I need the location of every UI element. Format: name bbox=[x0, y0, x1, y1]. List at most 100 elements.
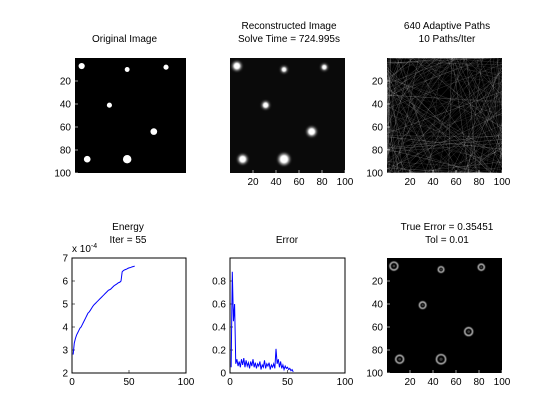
reconstructed-image-canvas bbox=[230, 58, 345, 173]
path-line bbox=[386, 57, 440, 94]
path-line bbox=[426, 107, 503, 174]
path-line bbox=[468, 146, 503, 174]
error-title: Error bbox=[276, 235, 299, 246]
path-line bbox=[386, 143, 503, 153]
y-tick-label: 100 bbox=[54, 169, 71, 180]
path-line bbox=[386, 85, 503, 160]
error-ring bbox=[477, 263, 485, 271]
path-line bbox=[386, 57, 392, 76]
path-line bbox=[387, 73, 503, 174]
path-line bbox=[386, 168, 492, 174]
path-line bbox=[386, 71, 503, 164]
spot bbox=[83, 155, 91, 163]
path-line bbox=[386, 57, 399, 151]
path-line bbox=[479, 57, 503, 108]
spot bbox=[150, 128, 158, 135]
path-line bbox=[386, 136, 503, 150]
path-line bbox=[485, 58, 503, 174]
path-line bbox=[386, 57, 465, 105]
y-tick-label: 80 bbox=[372, 146, 384, 157]
path-line bbox=[476, 57, 503, 159]
error-ring-core bbox=[421, 304, 424, 307]
path-line bbox=[386, 57, 430, 113]
path-line bbox=[386, 57, 468, 134]
path-line bbox=[386, 108, 459, 174]
y-tick-label: 20 bbox=[372, 277, 384, 288]
path-line bbox=[386, 115, 453, 174]
path-line bbox=[386, 103, 503, 150]
path-line bbox=[406, 70, 503, 174]
error-ring-core bbox=[398, 357, 402, 361]
path-line bbox=[386, 76, 503, 92]
error-ring bbox=[395, 354, 405, 364]
path-line bbox=[396, 80, 503, 174]
path-line bbox=[446, 57, 503, 168]
x-tick-label: 40 bbox=[270, 177, 282, 188]
path-line bbox=[386, 78, 503, 116]
path-line bbox=[386, 94, 503, 102]
path-line bbox=[399, 110, 503, 174]
x-tick-label: 0 bbox=[227, 377, 233, 388]
path-line bbox=[386, 139, 503, 150]
path-line bbox=[386, 161, 447, 174]
path-line bbox=[386, 57, 406, 115]
path-line bbox=[386, 57, 489, 95]
error-ring bbox=[437, 266, 445, 273]
path-line bbox=[386, 57, 455, 139]
true-error-axes: 20 40 60 80 100 20 40 60 80 100 bbox=[366, 277, 510, 389]
x-tick-label: 80 bbox=[473, 177, 485, 188]
path-line bbox=[386, 57, 477, 155]
path-line bbox=[386, 111, 445, 174]
path-line bbox=[476, 91, 503, 174]
path-line bbox=[452, 57, 469, 174]
path-line bbox=[413, 161, 503, 174]
y-tick-label: 80 bbox=[60, 146, 72, 157]
path-line bbox=[474, 57, 503, 132]
path-line bbox=[386, 59, 503, 85]
spot bbox=[280, 155, 288, 164]
y-tick-label: 0 bbox=[220, 369, 226, 380]
x-tick-label: 100 bbox=[337, 377, 354, 388]
path-line bbox=[437, 68, 503, 174]
path-line bbox=[386, 161, 503, 170]
path-line bbox=[473, 166, 503, 174]
adaptive-paths-axes: 20 40 60 80 100 20 40 60 80 100 bbox=[366, 77, 510, 189]
path-line bbox=[386, 82, 443, 174]
path-line bbox=[464, 59, 503, 174]
x-tick-label: 60 bbox=[450, 377, 462, 388]
path-line bbox=[386, 61, 503, 74]
path-line bbox=[497, 57, 503, 162]
x-tick-label: 20 bbox=[404, 377, 416, 388]
path-line bbox=[437, 57, 462, 174]
path-line bbox=[478, 57, 499, 174]
error-ring bbox=[418, 301, 427, 310]
path-line bbox=[463, 57, 479, 174]
x-tick-label: 100 bbox=[494, 377, 511, 388]
path-line bbox=[386, 166, 450, 174]
path-line bbox=[386, 105, 503, 164]
path-line bbox=[399, 57, 434, 174]
path-line bbox=[393, 57, 485, 174]
path-line bbox=[386, 94, 399, 174]
path-line bbox=[386, 143, 476, 174]
path-line bbox=[386, 57, 460, 89]
energy-axes: 2 3 4 5 6 7 0 50 100 bbox=[62, 254, 194, 389]
path-line bbox=[386, 57, 398, 85]
path-line bbox=[455, 94, 503, 174]
path-line bbox=[450, 66, 503, 174]
y-tick-label: 100 bbox=[366, 169, 383, 180]
path-line bbox=[386, 57, 458, 98]
error-ring-core bbox=[480, 266, 483, 269]
path-line bbox=[476, 78, 503, 174]
path-line bbox=[386, 57, 391, 165]
path-line bbox=[386, 115, 416, 174]
y-tick-label: 40 bbox=[372, 100, 384, 111]
path-line bbox=[407, 57, 503, 99]
error-ring-core bbox=[440, 268, 443, 271]
path-line bbox=[447, 57, 503, 78]
y-tick-label: 20 bbox=[372, 77, 384, 88]
path-line bbox=[386, 93, 503, 159]
x-tick-label: 60 bbox=[450, 177, 462, 188]
path-line bbox=[391, 57, 492, 174]
path-line bbox=[386, 76, 503, 127]
